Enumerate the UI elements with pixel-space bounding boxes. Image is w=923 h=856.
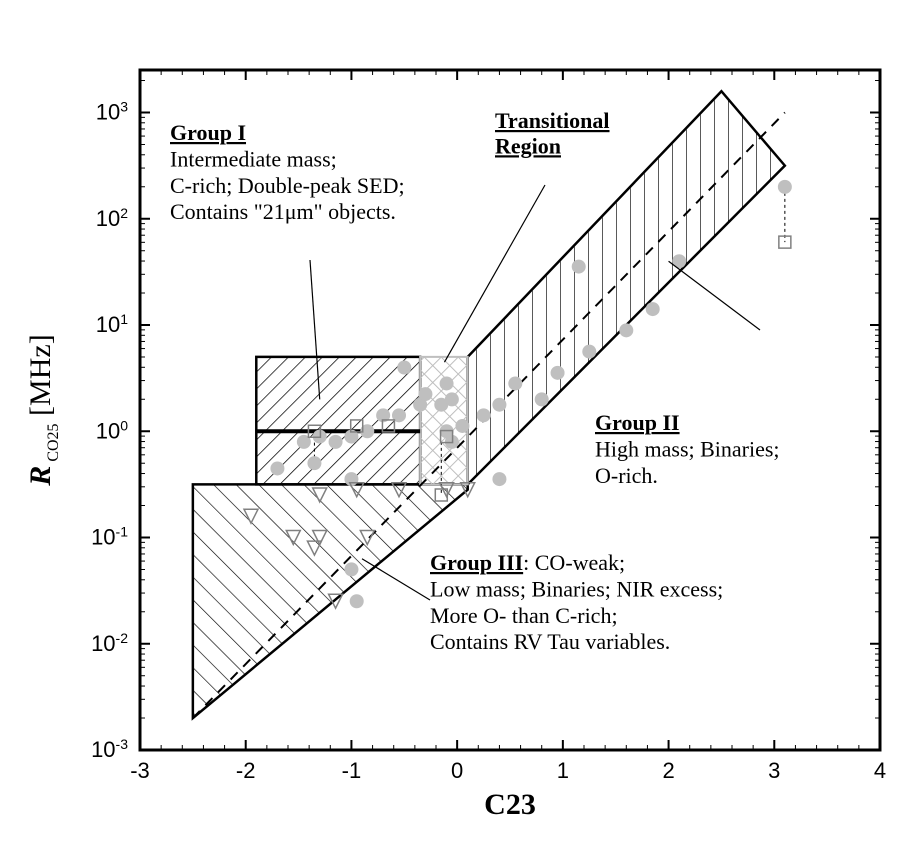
y-tick-label: 10-2 (91, 630, 128, 656)
chart-svg: -3 -2 -1 0 1 2 3 4 10-3 10-2 10-1 100 101 102 103 C23 R … (0, 0, 923, 856)
y-axis-label: R CO25 [MHz] (24, 334, 62, 486)
x-tick-label: -1 (342, 758, 362, 783)
region-group3 (193, 484, 468, 718)
data-point (535, 392, 549, 406)
svg-text:Region: Region (495, 133, 561, 158)
svg-text:R CO25 [MHz]: R CO25 [MHz] (24, 334, 62, 486)
figure-container: { "canvas": { "width": 923, "height": 85… (0, 0, 923, 856)
y-tick-label: 10-3 (91, 736, 128, 762)
data-point (508, 376, 522, 390)
x-tick-label: 4 (874, 758, 886, 783)
svg-text:Group III: CO-weak;: Group III: CO-weak; (430, 550, 625, 575)
svg-text:Low mass; Binaries; NIR excess: Low mass; Binaries; NIR excess; (430, 576, 723, 601)
annotation-group2: Group IIHigh mass; Binaries;O-rich. (595, 410, 780, 488)
data-point (477, 408, 491, 422)
svg-text:Contains "21μm" objects.: Contains "21μm" objects. (170, 199, 396, 224)
data-point (329, 435, 343, 449)
svg-text:C-rich; Double-peak SED;: C-rich; Double-peak SED; (170, 173, 405, 198)
y-tick-label: 101 (96, 311, 128, 337)
data-point (307, 456, 321, 470)
data-point (440, 376, 454, 390)
data-point (344, 562, 358, 576)
data-point (572, 260, 586, 274)
svg-text:Contains RV Tau variables.: Contains RV Tau variables. (430, 629, 670, 654)
data-point (551, 366, 565, 380)
data-point (445, 392, 459, 406)
y-tick-label: 100 (96, 417, 128, 443)
annotation-group1: Group IIntermediate mass;C-rich; Double-… (170, 120, 405, 224)
data-point (270, 461, 284, 475)
data-point (492, 398, 506, 412)
x-tick-label: 0 (451, 758, 463, 783)
x-tick-label: 3 (768, 758, 780, 783)
x-tick-label: 2 (662, 758, 674, 783)
x-tick-label: -3 (130, 758, 150, 783)
annotation-group3: Group III: CO-weak;Low mass; Binaries; N… (430, 550, 723, 654)
svg-text:Intermediate mass;: Intermediate mass; (170, 146, 337, 171)
svg-text:More O- than C-rich;: More O- than C-rich; (430, 603, 618, 628)
y-tick-label: 10-1 (91, 524, 128, 550)
data-point (418, 387, 432, 401)
x-axis-label: C23 (484, 788, 536, 821)
svg-text:Transitional: Transitional (495, 108, 610, 133)
y-tick-label: 102 (96, 205, 128, 231)
x-tick-label: 1 (557, 758, 569, 783)
y-tick-label: 103 (96, 99, 128, 125)
data-point (344, 472, 358, 486)
data-point (350, 594, 364, 608)
data-point (619, 323, 633, 337)
svg-text:Group I: Group I (170, 120, 246, 145)
data-point (646, 302, 660, 316)
data-point (397, 361, 411, 375)
x-tick-label: -2 (236, 758, 256, 783)
svg-text:O-rich.: O-rich. (595, 463, 658, 488)
svg-text:Group II: Group II (595, 410, 680, 435)
data-point (492, 472, 506, 486)
annotation-transitional: TransitionalRegion (495, 108, 610, 158)
data-point (455, 419, 469, 433)
data-point (778, 180, 792, 194)
data-point (582, 345, 596, 359)
svg-text:High mass; Binaries;: High mass; Binaries; (595, 436, 780, 461)
